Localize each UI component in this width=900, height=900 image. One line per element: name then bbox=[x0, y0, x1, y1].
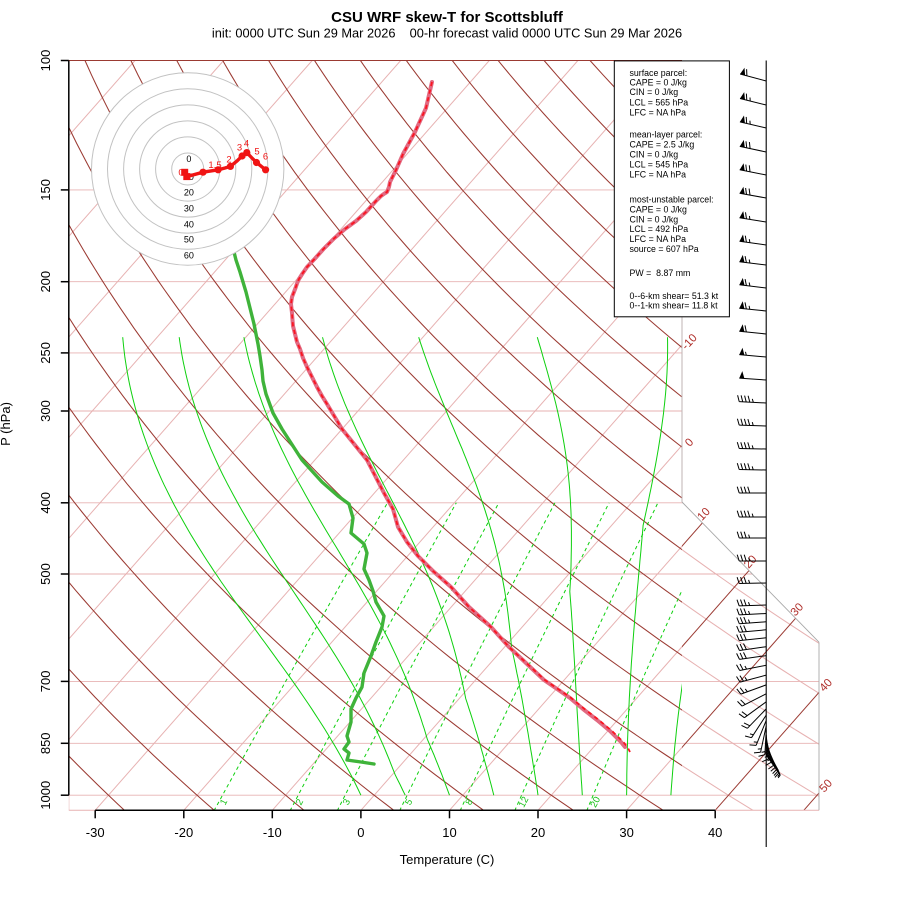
svg-text:12: 12 bbox=[517, 795, 532, 810]
svg-text:2: 2 bbox=[226, 155, 231, 166]
svg-text:250: 250 bbox=[38, 342, 53, 364]
svg-text:2: 2 bbox=[294, 797, 306, 807]
svg-text:LFC = NA hPa: LFC = NA hPa bbox=[630, 234, 687, 244]
svg-text:5: 5 bbox=[403, 797, 415, 807]
svg-text:-10: -10 bbox=[263, 825, 282, 840]
svg-text:3: 3 bbox=[341, 797, 353, 807]
svg-text:CAPE = 0 J/kg: CAPE = 0 J/kg bbox=[630, 204, 688, 214]
svg-text:500: 500 bbox=[38, 563, 53, 585]
svg-text:8: 8 bbox=[463, 797, 475, 807]
svg-text:0: 0 bbox=[186, 154, 191, 164]
svg-text:20: 20 bbox=[531, 825, 545, 840]
svg-text:CAPE = 0 J/kg: CAPE = 0 J/kg bbox=[630, 77, 688, 87]
svg-text:0--6-km shear= 51.3 kt: 0--6-km shear= 51.3 kt bbox=[630, 291, 719, 301]
svg-text:PW = 8.87 mm: PW = 8.87 mm bbox=[630, 268, 691, 278]
svg-text:200: 200 bbox=[38, 271, 53, 293]
svg-text:850: 850 bbox=[38, 732, 53, 754]
svg-text:CSU WRF skew-T for Scottsbluff: CSU WRF skew-T for Scottsbluff bbox=[331, 9, 564, 26]
svg-text:400: 400 bbox=[38, 492, 53, 514]
svg-text:6: 6 bbox=[263, 152, 268, 163]
svg-text:1000: 1000 bbox=[38, 781, 53, 810]
svg-text:700: 700 bbox=[38, 671, 53, 693]
svg-text:0: 0 bbox=[357, 825, 364, 840]
svg-text:50: 50 bbox=[184, 235, 194, 245]
svg-text:150: 150 bbox=[38, 179, 53, 201]
svg-text:CIN = 0 J/kg: CIN = 0 J/kg bbox=[630, 87, 679, 97]
svg-text:most-unstable parcel:: most-unstable parcel: bbox=[630, 194, 714, 204]
svg-text:100: 100 bbox=[38, 50, 53, 72]
svg-text:0--1-km shear= 11.8 kt: 0--1-km shear= 11.8 kt bbox=[630, 301, 719, 311]
svg-text:1: 1 bbox=[218, 797, 230, 807]
svg-text:LCL = 565 hPa: LCL = 565 hPa bbox=[630, 97, 689, 107]
svg-text:mean-layer parcel:: mean-layer parcel: bbox=[630, 130, 703, 140]
svg-text:3: 3 bbox=[237, 143, 242, 154]
svg-text:Temperature (C): Temperature (C) bbox=[400, 852, 495, 867]
svg-text:10: 10 bbox=[442, 825, 456, 840]
svg-text:300: 300 bbox=[38, 400, 53, 422]
svg-text:LCL = 492 hPa: LCL = 492 hPa bbox=[630, 224, 689, 234]
svg-text:P (hPa): P (hPa) bbox=[0, 402, 13, 446]
svg-text:CIN = 0 J/kg: CIN = 0 J/kg bbox=[630, 150, 679, 160]
svg-text:LCL = 545 hPa: LCL = 545 hPa bbox=[630, 160, 689, 170]
svg-text:40: 40 bbox=[708, 825, 722, 840]
svg-text:CIN = 0 J/kg: CIN = 0 J/kg bbox=[630, 214, 679, 224]
svg-text:20: 20 bbox=[184, 188, 194, 198]
svg-text:surface parcel:: surface parcel: bbox=[630, 68, 688, 78]
svg-text:-30: -30 bbox=[86, 825, 105, 840]
svg-text:20: 20 bbox=[588, 795, 603, 810]
svg-text:LFC = NA hPa: LFC = NA hPa bbox=[630, 107, 687, 117]
svg-text:40: 40 bbox=[184, 220, 194, 230]
svg-text:4: 4 bbox=[244, 139, 249, 150]
svg-text:30: 30 bbox=[619, 825, 633, 840]
svg-text:5: 5 bbox=[254, 146, 259, 157]
svg-text:60: 60 bbox=[184, 250, 194, 260]
svg-text:0: 0 bbox=[178, 168, 183, 179]
svg-text:LFC = NA hPa: LFC = NA hPa bbox=[630, 170, 687, 180]
svg-text:CAPE = 2.5 J/kg: CAPE = 2.5 J/kg bbox=[630, 140, 695, 150]
svg-text:1.5: 1.5 bbox=[208, 160, 221, 171]
svg-text:source = 607 hPa: source = 607 hPa bbox=[630, 244, 699, 254]
svg-text:init: 0000 UTC Sun 29 Mar 2026: init: 0000 UTC Sun 29 Mar 2026 00-hr for… bbox=[212, 26, 682, 41]
svg-text:30: 30 bbox=[184, 203, 194, 213]
svg-text:-20: -20 bbox=[174, 825, 193, 840]
